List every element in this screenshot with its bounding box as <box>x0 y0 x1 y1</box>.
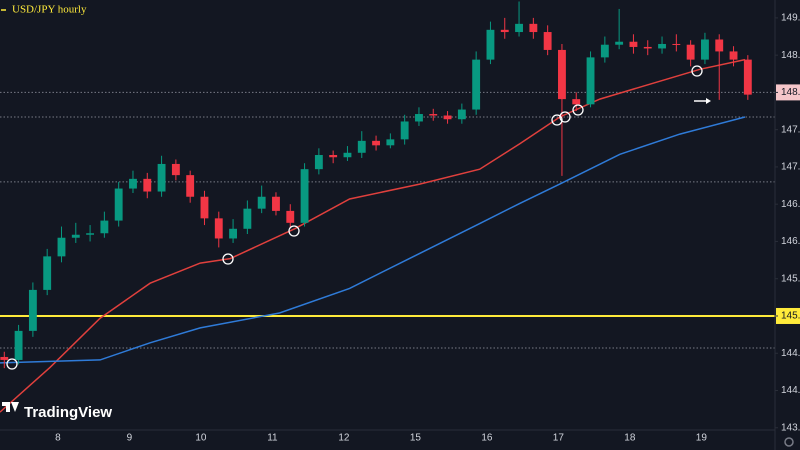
candle-body <box>214 218 223 239</box>
candle-body <box>129 178 137 189</box>
candle-body <box>486 29 495 60</box>
candle-body <box>443 115 452 120</box>
candle-body <box>329 155 338 158</box>
x-tick-label: 9 <box>127 433 133 444</box>
candle-body <box>243 208 252 229</box>
candle-body <box>500 29 509 33</box>
marker-circle <box>691 65 703 77</box>
candle-body <box>672 43 681 45</box>
candle-body <box>314 155 323 170</box>
candle-body <box>0 356 9 360</box>
marker-circle <box>559 111 571 123</box>
y-tick-label: 144. <box>781 348 800 359</box>
price-label-box <box>776 84 800 101</box>
candle-body <box>558 49 566 100</box>
candle-body <box>257 196 266 209</box>
candle-body <box>643 46 652 49</box>
candle-body <box>629 41 638 47</box>
candle-body <box>343 152 352 158</box>
x-tick-label: 16 <box>481 433 493 444</box>
candle-body <box>658 43 666 49</box>
watermark: TradingView <box>24 404 112 421</box>
candle-body <box>600 44 609 58</box>
x-tick-label: 12 <box>338 433 350 444</box>
marker-circle <box>288 225 300 237</box>
candle-body <box>272 196 280 211</box>
candle-body <box>200 196 209 219</box>
x-tick-label: 19 <box>696 433 708 444</box>
candle-body <box>743 59 752 95</box>
y-tick-label: 145. <box>781 273 800 284</box>
logo-icon <box>2 402 19 412</box>
logo <box>2 402 19 412</box>
candle-body <box>286 210 295 223</box>
candle-body <box>28 289 37 331</box>
candle-body <box>372 140 380 146</box>
candle-body <box>729 51 738 60</box>
candle-body <box>429 114 438 116</box>
y-tick-label: 146. <box>781 199 800 210</box>
x-tick-label: 18 <box>624 433 636 444</box>
candle-body <box>415 114 423 122</box>
candle-body <box>100 220 109 234</box>
candle-body <box>300 169 309 223</box>
x-tick-label: 8 <box>55 433 61 444</box>
moving-average-line <box>0 116 746 364</box>
plot-area <box>0 1 800 413</box>
y-tick-label: 148. <box>781 87 800 98</box>
arrow-head <box>706 98 711 104</box>
candle-body <box>386 139 395 146</box>
candle-body <box>186 175 195 197</box>
y-tick-label: 147. <box>781 124 800 135</box>
candle-body <box>14 330 23 360</box>
candle-body <box>114 188 123 221</box>
candle-body <box>86 233 95 235</box>
candle-body <box>400 121 409 140</box>
candle-body <box>143 178 152 192</box>
marker-circle <box>551 114 563 126</box>
annotations <box>1 9 711 370</box>
candle-body <box>686 44 695 60</box>
candle-body <box>157 163 166 192</box>
candle-body <box>57 237 66 257</box>
x-tick-label: 15 <box>410 433 422 444</box>
chart-title: USD/JPY hourly <box>12 4 87 16</box>
y-tick-label: 143. <box>781 422 800 433</box>
x-tick-label: 17 <box>553 433 565 444</box>
x-tick-label: 10 <box>195 433 207 444</box>
candle-body <box>43 256 52 290</box>
candle-body <box>229 228 238 239</box>
candle-body <box>586 57 595 105</box>
y-tick-label: 145. <box>781 311 800 322</box>
candle-body <box>529 23 538 33</box>
candle-body <box>171 163 180 176</box>
y-tick-label: 144. <box>781 385 800 396</box>
candle-body <box>715 39 724 52</box>
y-tick-label: 146. <box>781 236 800 247</box>
price-label-box <box>776 307 800 324</box>
marker-circle <box>6 358 18 370</box>
x-tick-label: 11 <box>267 433 278 444</box>
candle-body <box>71 234 80 238</box>
candle-body <box>572 99 581 105</box>
y-tick-label: 149. <box>781 13 800 24</box>
marker-circle <box>572 104 584 116</box>
moving-average-line <box>0 58 746 413</box>
candle-body <box>472 59 481 110</box>
candle-body <box>701 39 709 60</box>
y-tick-label: 148. <box>781 50 800 61</box>
candle-body <box>543 32 552 50</box>
candle-body <box>357 140 366 153</box>
marker-circle <box>222 253 234 265</box>
candle-body <box>457 109 466 120</box>
y-tick-label: 147. <box>781 162 800 173</box>
settings-icon[interactable] <box>784 437 794 447</box>
candle-body <box>515 23 523 33</box>
candle-body <box>615 41 624 45</box>
